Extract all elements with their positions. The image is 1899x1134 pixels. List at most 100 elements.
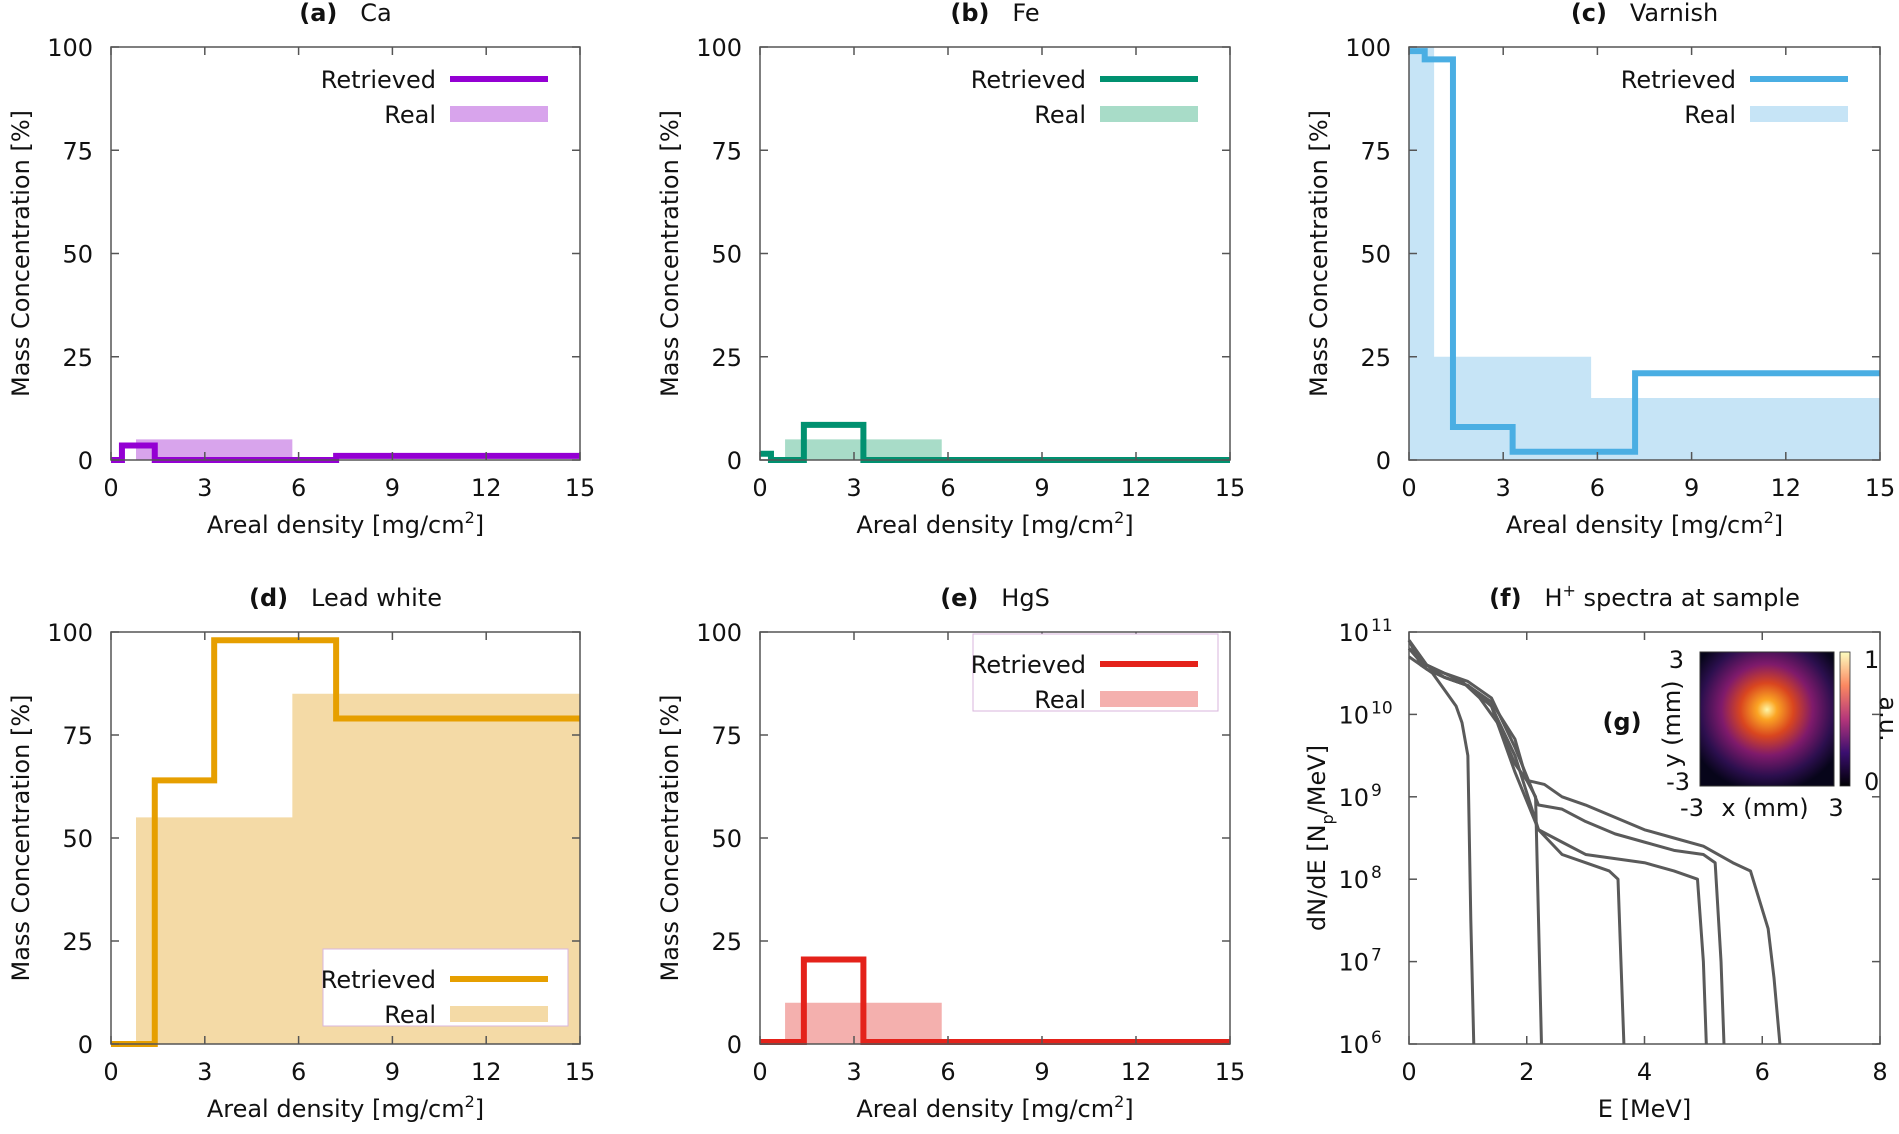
panel-c: 0 3 6 9 12 15 0 25 50 75 100 (c) Varnish Areal densi… — [1305, 0, 1895, 539]
y-axis-label: Mass Concentration [%] — [656, 695, 684, 982]
inset-y-tick-bottom: -3 — [1666, 768, 1690, 796]
spectrum-1-line — [1407, 639, 1476, 1045]
spectrum-6-line — [1407, 639, 1782, 1045]
y-tick-label: 50 — [62, 825, 93, 853]
y-tick-label: 10 — [1338, 701, 1369, 729]
subscript: p — [1318, 814, 1337, 824]
x-tick-label: 0 — [1401, 1058, 1416, 1086]
x-tick-label: 15 — [1865, 474, 1896, 502]
x-tick-label: 9 — [1034, 1058, 1049, 1086]
y-axis-label: dN/dE [Np/MeV] — [1303, 745, 1337, 931]
panel-d: 0 3 6 9 12 15 0 25 50 75 100 (d) Lead white Areal de… — [7, 584, 595, 1123]
y-tick-label: 75 — [711, 137, 742, 165]
x-tick-label: 6 — [291, 1058, 306, 1086]
text-part: 10 — [1338, 784, 1369, 812]
x-tick-label: 3 — [846, 474, 861, 502]
y-tick-exponent: 7 — [1371, 946, 1382, 966]
y-tick-exponent: 9 — [1371, 781, 1382, 801]
spacer — [978, 584, 1001, 612]
text-part: ] — [475, 511, 484, 539]
y-tick-label: 75 — [62, 137, 93, 165]
x-tick-label: 3 — [1496, 474, 1511, 502]
inset-y-tick-top: 3 — [1669, 646, 1684, 674]
text-part: Areal density [mg/cm — [856, 511, 1114, 539]
y-tick-label: 0 — [727, 447, 742, 475]
retrieved-step-line — [111, 442, 580, 463]
x-axis-label: Areal density [mg/cm2] — [1506, 508, 1783, 539]
spectrum-5-line — [1407, 639, 1726, 1045]
x-tick-label: 12 — [471, 1058, 502, 1086]
x-tick-label: 15 — [1215, 474, 1246, 502]
text-part: Areal density [mg/cm — [1506, 511, 1764, 539]
y-tick-label: 100 — [696, 34, 742, 62]
panel-title: (c) Varnish — [1571, 0, 1718, 27]
colorbar-tick-bottom: 0 — [1864, 768, 1879, 796]
y-axis-label: Mass Concentration [%] — [7, 110, 35, 397]
x-axis-label: Areal density [mg/cm2] — [856, 1092, 1133, 1123]
spectrum-2-line — [1407, 647, 1543, 1045]
panel-b: 0 3 6 9 12 15 0 25 50 75 100 (b) Fe Areal density [m… — [656, 0, 1245, 539]
legend-real-swatch — [1100, 106, 1198, 122]
panel-title: (b) Fe — [950, 0, 1039, 27]
y-tick-exponent: 10 — [1371, 698, 1393, 718]
spacer — [1522, 584, 1545, 612]
y-axis-label: Mass Concentration [%] — [7, 695, 35, 982]
y-tick-label: 50 — [711, 241, 742, 269]
text-part: spectra at sample — [1576, 584, 1800, 612]
x-tick-label: 9 — [385, 474, 400, 502]
y-tick-label: 75 — [1360, 137, 1391, 165]
y-tick-label: 75 — [62, 722, 93, 750]
legend-retrieved-label: Retrieved — [971, 651, 1086, 679]
y-tick-label: 50 — [62, 241, 93, 269]
panel-letter: (c) — [1571, 0, 1607, 27]
text-part: ] — [1124, 1095, 1133, 1123]
y-tick-label: 50 — [1360, 241, 1391, 269]
inset-x-axis-label: x (mm) — [1721, 794, 1808, 822]
inset-x-tick-left: -3 — [1680, 794, 1704, 822]
spectrum-3-line — [1408, 655, 1626, 1045]
panel-title: (f) H+ spectra at sample — [1489, 581, 1800, 612]
y-tick-label: 25 — [1360, 344, 1391, 372]
y-tick-label: 10 — [1338, 784, 1369, 812]
panel-title: (d) Lead white — [249, 584, 442, 612]
x-tick-label: 6 — [291, 474, 306, 502]
inset-frame — [1699, 651, 1835, 787]
inset-panel-letter: (g) — [1602, 708, 1641, 736]
x-tick-label: 6 — [940, 474, 955, 502]
x-tick-label: 9 — [1034, 474, 1049, 502]
retrieved-step-line — [1409, 48, 1880, 455]
panel-title-text: Fe — [1012, 0, 1039, 27]
text-part: 10 — [1338, 1031, 1369, 1059]
y-tick-label: 25 — [711, 344, 742, 372]
panel-e: 0 3 6 9 12 15 0 25 50 75 100 (e) HgS Areal density [… — [656, 584, 1245, 1123]
panel-title-text: Ca — [360, 0, 391, 27]
x-tick-label: 4 — [1637, 1058, 1652, 1086]
x-axis-label: Areal density [mg/cm2] — [856, 508, 1133, 539]
legend-real-label: Real — [1034, 101, 1086, 129]
text-part: Areal density [mg/cm — [856, 1095, 1114, 1123]
legend-retrieved-label: Retrieved — [321, 966, 436, 994]
panel-title-text: Lead white — [311, 584, 442, 612]
y-axis-label: Mass Concentration [%] — [656, 110, 684, 397]
real-fill-area — [760, 1002, 1230, 1044]
x-axis-label: Areal density [mg/cm2] — [207, 1092, 484, 1123]
x-tick-label: 8 — [1872, 1058, 1887, 1086]
y-tick-exponent: 6 — [1371, 1028, 1382, 1048]
x-tick-label: 15 — [565, 474, 596, 502]
superscript: + — [1562, 581, 1575, 600]
x-tick-label: 12 — [1771, 474, 1802, 502]
y-tick-label: 10 — [1338, 866, 1369, 894]
superscript: 2 — [465, 508, 475, 527]
legend-real-label: Real — [1684, 101, 1736, 129]
x-tick-label: 6 — [940, 1058, 955, 1086]
legend-real-label: Real — [1034, 686, 1086, 714]
y-tick-label: 100 — [1345, 34, 1391, 62]
y-tick-label: 25 — [62, 928, 93, 956]
superscript: 2 — [1764, 508, 1774, 527]
x-tick-label: 0 — [752, 474, 767, 502]
text-part: Areal density [mg/cm — [207, 511, 465, 539]
